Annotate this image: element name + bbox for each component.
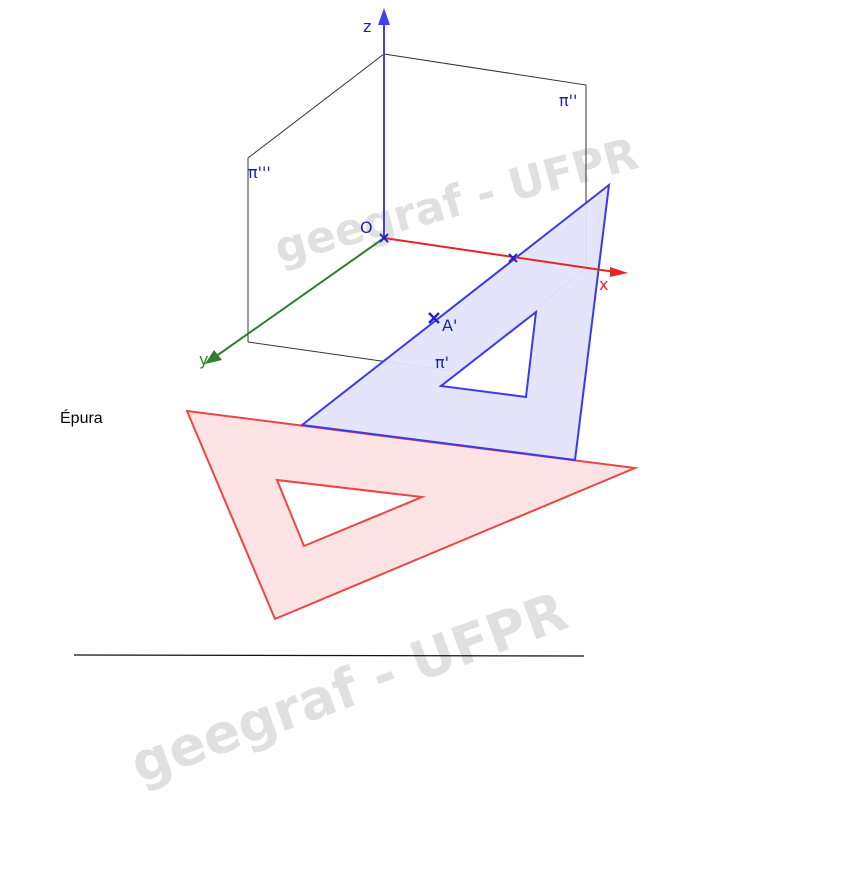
y-axis-label: y [199,350,208,369]
epura-title: Épura [60,410,103,427]
epura-ground-line [73,654,585,657]
origin-label: O [360,218,373,237]
blue-set-square[interactable] [299,182,611,462]
frontal-plane-label: π'' [559,91,577,110]
x-intersection-mark [508,253,518,263]
profile-plane-label: π''' [248,163,271,182]
origin-mark [379,233,389,243]
profile-plane-edge [247,53,385,342]
y-axis-line [214,237,385,358]
x-axis-arrow-icon [610,267,628,277]
x-axis-line [383,237,616,273]
point-a-prime-mark[interactable] [428,312,440,324]
y-axis-arrow-icon [205,350,222,364]
x-axis-label: x [599,275,608,294]
red-set-square[interactable] [185,409,639,621]
point-a-prime-label: A' [442,316,457,335]
watermark-bottom: geegraf - UFPR [122,580,575,796]
z-axis-label: z [363,17,371,36]
horizontal-plane-label: π' [435,353,449,372]
z-axis-arrow-icon [378,8,390,25]
